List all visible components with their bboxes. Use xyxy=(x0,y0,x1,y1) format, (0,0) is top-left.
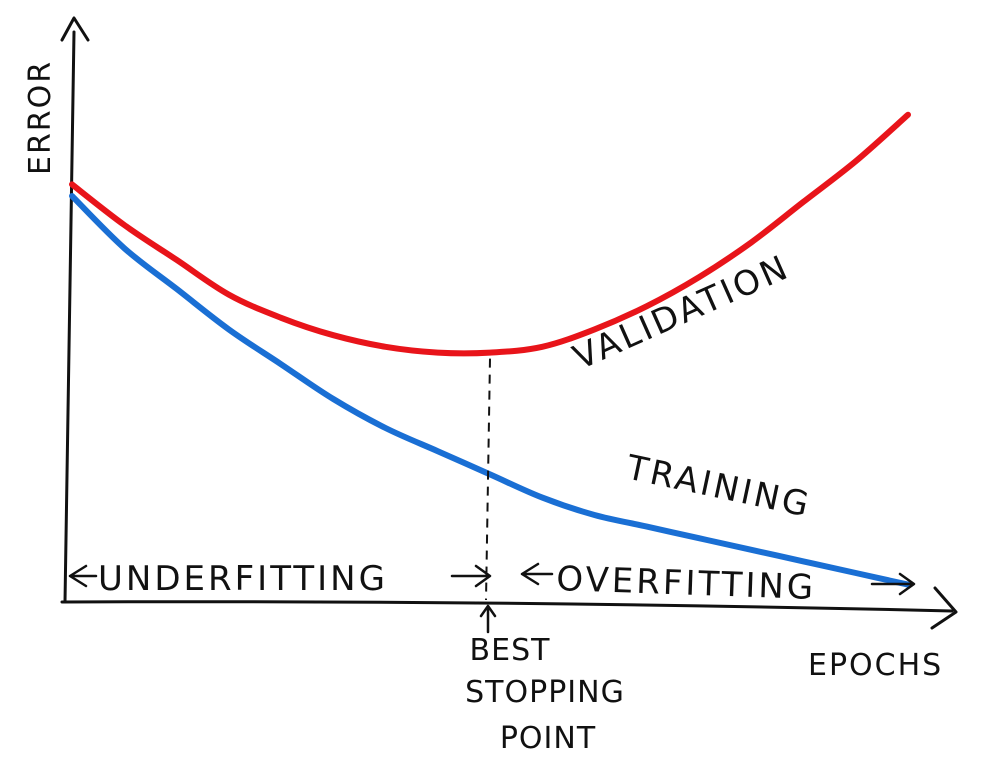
overfitting-annotation: OVERFITTING xyxy=(520,559,916,608)
axes xyxy=(60,16,958,630)
x-axis-arrow-icon xyxy=(930,586,958,630)
best-stopping-dashed-line xyxy=(485,358,491,601)
underfitting-annotation: UNDERFITTING xyxy=(68,559,492,599)
overfitting-left-arrow-icon xyxy=(520,562,554,586)
underfitting-left-arrow-icon xyxy=(68,564,98,588)
y-axis-line xyxy=(63,30,76,604)
training-series-label: TRAINING xyxy=(622,447,815,525)
best-stopping-label-line-2: STOPPING xyxy=(465,675,625,710)
overfitting-label: OVERFITTING xyxy=(556,559,817,608)
validation-series-label: VALIDATION xyxy=(567,247,796,378)
validation-series-line xyxy=(69,111,911,357)
underfitting-right-arrow-icon xyxy=(450,564,492,588)
best-stopping-label-line-3: POINT xyxy=(500,721,596,756)
y-axis-label: ERROR xyxy=(23,60,58,175)
best-stopping-arrow-icon xyxy=(479,604,497,634)
x-axis-label: EPOCHS xyxy=(808,648,943,683)
overfitting-right-arrow-icon xyxy=(870,572,916,596)
best-stopping-label-line-1: BEST xyxy=(470,633,551,668)
underfitting-label: UNDERFITTING xyxy=(98,559,388,599)
x-axis-line xyxy=(60,600,954,613)
training-series-line xyxy=(69,193,911,588)
y-axis-arrow-icon xyxy=(60,16,90,42)
